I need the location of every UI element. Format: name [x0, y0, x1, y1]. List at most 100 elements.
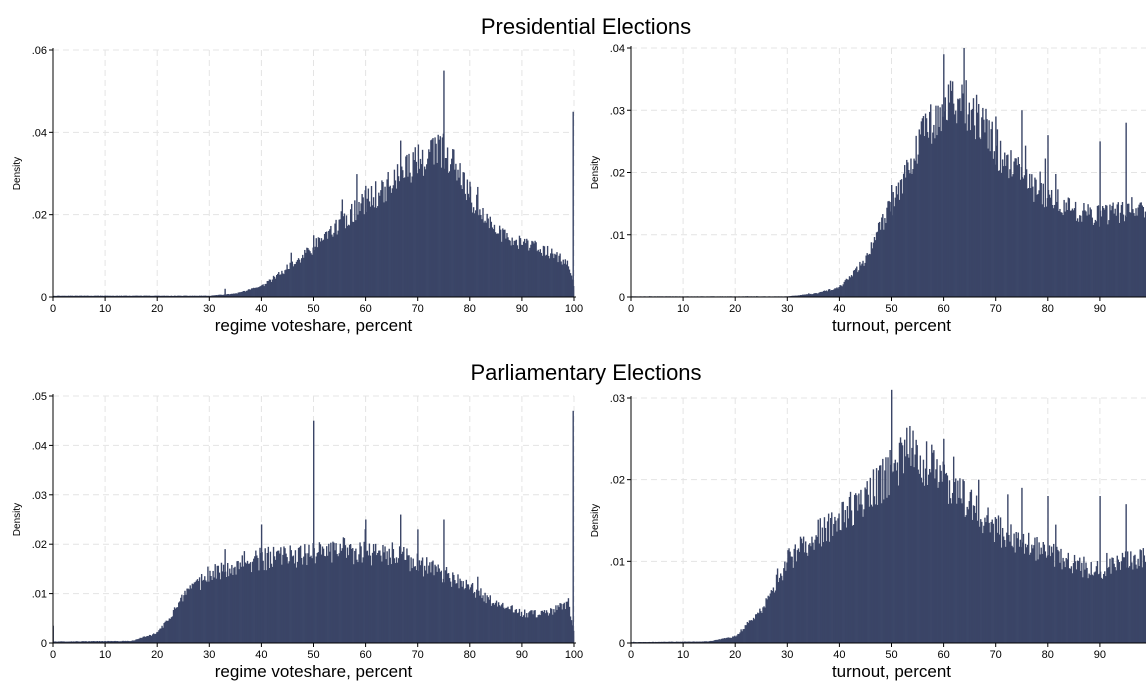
- panel1-xtick-label: 40: [833, 303, 845, 315]
- panel0-ylabel: Density: [12, 157, 23, 190]
- panel2-ytick-label: .02: [32, 539, 47, 551]
- panel2-ytick-label: .05: [32, 391, 47, 403]
- panel1-spike-bar: [1021, 110, 1022, 297]
- panel2-ytick-label: 0: [41, 638, 47, 650]
- panel0-ytick-label: .02: [32, 210, 47, 222]
- panel0-spike-bar: [469, 182, 470, 297]
- panel3-ylabel: Density: [590, 504, 601, 537]
- panel1-ytick-label: .02: [610, 168, 625, 180]
- panel3-bars: [631, 390, 1146, 643]
- parliamentary-section-title: Parliamentary Elections: [0, 360, 1146, 386]
- panel3-xtick-label: 50: [885, 649, 897, 661]
- panel0-spike-bar: [313, 235, 314, 297]
- panel1-xtick-label: 50: [885, 303, 897, 315]
- panel1-spike-bar: [1047, 135, 1048, 297]
- panel3-xtick-label: 30: [781, 649, 793, 661]
- panel2-spike-bar: [443, 520, 444, 644]
- panel1-spike-bar: [1125, 123, 1126, 297]
- parliamentary-turnout-histogram: 0 .01 .02 .03 0 10 20 30 40 50 60 70 80 90 Density turn…: [578, 386, 1146, 686]
- panel0-ytick-label: .04: [32, 127, 47, 139]
- panel2-spike-bar: [400, 515, 401, 643]
- panel3-ytick-label: .03: [610, 393, 625, 405]
- panel2-xtick-label: 20: [151, 649, 163, 661]
- panel1-ytick-label: 0: [619, 292, 625, 304]
- panel0-spike-bar: [443, 71, 444, 297]
- panel2-xtick-label: 80: [464, 649, 476, 661]
- panel3-xtick-label: 60: [937, 649, 949, 661]
- panel1-ytick-label: .01: [610, 230, 625, 242]
- panel0-ytick-label: 0: [41, 292, 47, 304]
- panel2-spike-bar: [224, 549, 225, 643]
- panel0-xtick-label: 50: [307, 303, 319, 315]
- panel3-ytick-label: .02: [610, 475, 625, 487]
- panel1-spike-bar: [943, 54, 944, 297]
- panel2-spike-bar: [573, 411, 574, 643]
- panel0-xtick-label: 0: [50, 303, 56, 315]
- panel0-xtick-label: 60: [359, 303, 371, 315]
- panel2-ytick-label: .03: [32, 490, 47, 502]
- panel3-xtick-label: 90: [1094, 649, 1106, 661]
- panel3-xtick-label: 70: [990, 649, 1002, 661]
- panel0-xtick-label: 80: [464, 303, 476, 315]
- panel3-ytick-label: 0: [619, 638, 625, 650]
- panel1-spike-bar: [995, 116, 996, 297]
- panel0-spike-bar: [365, 186, 366, 297]
- panel0-xtick-label: 30: [203, 303, 215, 315]
- panel2-xtick-label: 70: [412, 649, 424, 661]
- panel0-xlabel: regime voteshare, percent: [215, 316, 413, 335]
- panel2-xtick-label: 0: [50, 649, 56, 661]
- panel2-xtick-label: 10: [99, 649, 111, 661]
- panel2-ytick-label: .01: [32, 589, 47, 601]
- panel1-xtick-label: 70: [990, 303, 1002, 315]
- panel0-xtick-label: 10: [99, 303, 111, 315]
- panel3-ytick-label: .01: [610, 556, 625, 568]
- panel2-spike-bar: [313, 421, 314, 643]
- panel2-xtick-label: 30: [203, 649, 215, 661]
- panel0-xtick-label: 90: [516, 303, 528, 315]
- panel1-spike-bar: [978, 104, 979, 297]
- panel0-spike-bar: [400, 141, 401, 297]
- panel3-xtick-label: 80: [1042, 649, 1054, 661]
- panel3-xlabel: turnout, percent: [832, 662, 951, 681]
- panel1-xtick-label: 80: [1042, 303, 1054, 315]
- presidential-section-title: Presidential Elections: [0, 14, 1146, 40]
- panel2-spike-bar: [365, 520, 366, 644]
- panel2-xtick-label: 60: [359, 649, 371, 661]
- panel2-xtick-label: 90: [516, 649, 528, 661]
- panel3-spike-bar: [891, 390, 892, 643]
- panel3-spike-bar: [943, 439, 944, 643]
- panel1-xtick-label: 20: [729, 303, 741, 315]
- panel1-xtick-label: 60: [937, 303, 949, 315]
- panel0-xtick-label: 70: [412, 303, 424, 315]
- panel1-ytick-label: .03: [610, 105, 625, 117]
- panel1-bars: [631, 48, 1146, 297]
- panel0-xtick-label: 20: [151, 303, 163, 315]
- panel1-xtick-label: 30: [781, 303, 793, 315]
- panel1-xlabel: turnout, percent: [832, 316, 951, 335]
- panel2-spike-bar: [261, 524, 262, 643]
- panel3-spike-bar: [1099, 496, 1100, 643]
- panel3-spike-bar: [1021, 488, 1022, 643]
- panel0-spike-bar: [224, 289, 225, 297]
- panel2-xlabel: regime voteshare, percent: [215, 662, 413, 681]
- panel2-ytick-label: .04: [32, 440, 47, 452]
- panel2-ylabel: Density: [12, 503, 23, 536]
- panel1-spike-bar: [1099, 141, 1100, 297]
- panel1-xtick-label: 90: [1094, 303, 1106, 315]
- panel0-spike-bar: [573, 112, 574, 297]
- panel3-xtick-label: 40: [833, 649, 845, 661]
- panel0-ytick-label: .06: [32, 45, 47, 57]
- panel1-xtick-label: 0: [628, 303, 634, 315]
- panel1-spike-bar: [891, 185, 892, 297]
- panel2-xtick-label: 50: [307, 649, 319, 661]
- panel2-xtick-label: 40: [255, 649, 267, 661]
- panel3-xtick-label: 0: [628, 649, 634, 661]
- panel3-spike-bar: [1047, 496, 1048, 643]
- panel3-spike-bar: [978, 480, 979, 643]
- panel3-xtick-label: 20: [729, 649, 741, 661]
- panel2-spike-bar: [417, 529, 418, 643]
- panel3-xtick-label: 10: [677, 649, 689, 661]
- panel0-xtick-label: 40: [255, 303, 267, 315]
